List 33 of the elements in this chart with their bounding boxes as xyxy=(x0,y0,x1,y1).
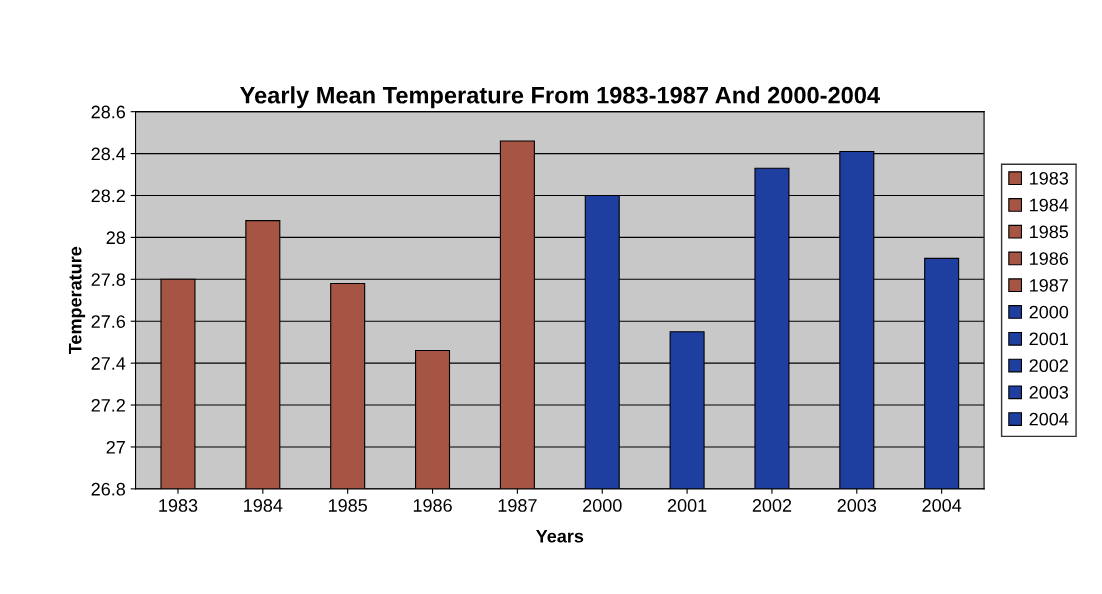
y-tick-label: 28.6 xyxy=(91,105,126,119)
legend-label: 1984 xyxy=(1030,198,1069,212)
y-tick-label: 28 xyxy=(106,231,126,245)
x-tick-label: 1986 xyxy=(413,499,452,512)
x-tick-label: 1987 xyxy=(498,499,537,512)
y-tick-label: 28.4 xyxy=(91,147,126,161)
legend-label: 2002 xyxy=(1029,359,1068,373)
y-tick-label: 27.4 xyxy=(91,357,126,370)
legend-label: 1983 xyxy=(1030,171,1069,185)
x-axis-title: Years xyxy=(536,529,584,543)
legend-label: 2001 xyxy=(1029,332,1068,346)
x-tick-label: 2003 xyxy=(837,499,877,512)
y-tick-label: 28.2 xyxy=(91,189,125,203)
legend-label: 2004 xyxy=(1029,412,1069,426)
legend-label: 2000 xyxy=(1029,305,1069,319)
y-axis-title: Temperature xyxy=(68,246,86,355)
x-tick-label: 2004 xyxy=(922,499,962,512)
chart-title: Yearly Mean Temperature From 1983-1987 And 2000-2004 xyxy=(240,86,880,109)
x-tick-label: 1984 xyxy=(244,499,283,512)
y-tick-label: 27 xyxy=(106,440,125,454)
legend-label: 2003 xyxy=(1029,385,1069,399)
y-tick-label: 27.2 xyxy=(91,398,125,412)
x-tick-label: 1983 xyxy=(159,499,198,512)
x-tick-label: 2001 xyxy=(667,499,707,512)
legend-label: 1987 xyxy=(1030,278,1068,292)
x-tick-label: 2002 xyxy=(752,499,792,512)
y-tick-label: 27.8 xyxy=(91,273,126,287)
legend-label: 1985 xyxy=(1030,225,1069,239)
y-tick-label: 27.6 xyxy=(91,315,126,328)
y-tick-label: 26.8 xyxy=(91,482,126,496)
x-tick-label: 1985 xyxy=(328,499,368,512)
legend-label: 1986 xyxy=(1030,252,1069,265)
x-tick-label: 2000 xyxy=(583,499,622,512)
